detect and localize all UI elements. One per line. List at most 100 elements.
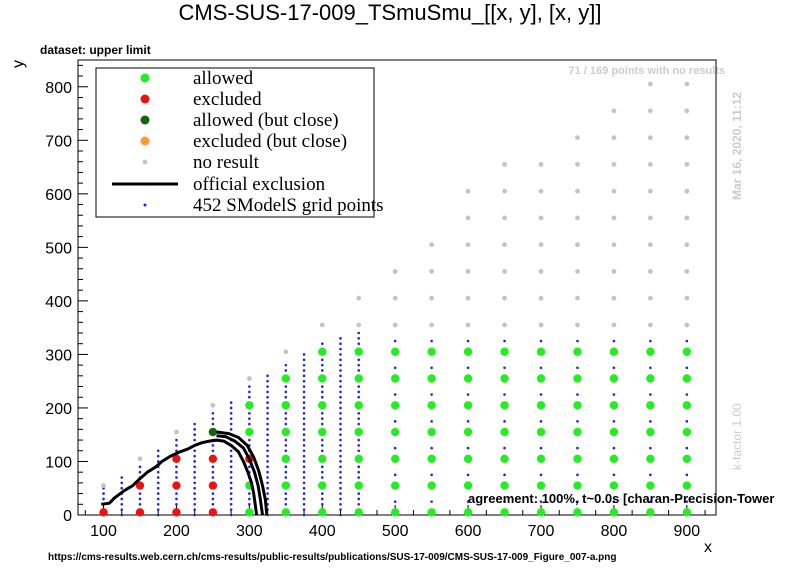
grid-point bbox=[685, 339, 689, 343]
grid-point bbox=[430, 473, 433, 477]
grid-point bbox=[193, 470, 196, 474]
grid-point bbox=[266, 390, 269, 394]
allowed-point bbox=[354, 508, 363, 517]
grid-point bbox=[211, 465, 215, 469]
grid-point bbox=[120, 481, 124, 485]
counter-text: 71 / 169 points with no results bbox=[569, 65, 725, 77]
allowed-point bbox=[609, 508, 619, 517]
no-result-point bbox=[429, 269, 435, 274]
grid-point bbox=[339, 449, 342, 453]
grid-point bbox=[339, 428, 342, 431]
agreement-label: agreement: 100%, t~0.0s [charan-Precisio… bbox=[468, 491, 774, 506]
grid-point bbox=[339, 406, 342, 410]
no-result-point bbox=[647, 135, 653, 141]
grid-point bbox=[339, 460, 342, 463]
grid-point bbox=[302, 406, 306, 410]
grid-point bbox=[266, 470, 269, 474]
grid-point bbox=[649, 393, 652, 396]
no-result-point bbox=[575, 188, 580, 194]
no-result-point bbox=[502, 269, 507, 274]
grid-point bbox=[284, 395, 288, 399]
allowed-point bbox=[427, 401, 436, 410]
grid-point bbox=[193, 428, 196, 431]
allowed-point bbox=[463, 427, 473, 437]
allowed-point bbox=[682, 401, 692, 410]
allowed-point bbox=[573, 454, 582, 463]
grid-point bbox=[576, 339, 579, 343]
allowed-point bbox=[281, 401, 291, 410]
grid-point bbox=[320, 465, 324, 469]
grid-point bbox=[211, 449, 215, 453]
allowed-point bbox=[646, 508, 655, 517]
allowed-point bbox=[463, 347, 473, 356]
grid-point bbox=[302, 481, 306, 485]
allowed-point bbox=[318, 454, 327, 463]
grid-point bbox=[229, 492, 233, 495]
no-result-point bbox=[392, 322, 398, 328]
grid-point bbox=[430, 366, 433, 370]
grid-point bbox=[193, 476, 196, 479]
no-result-point bbox=[647, 215, 653, 221]
grid-point bbox=[339, 363, 342, 367]
grid-point bbox=[193, 433, 196, 437]
allowed-point bbox=[318, 374, 327, 383]
legend-label: excluded (but close) bbox=[193, 131, 347, 152]
grid-point bbox=[120, 497, 124, 501]
grid-point bbox=[466, 473, 470, 477]
grid-point bbox=[339, 486, 342, 490]
grid-point bbox=[193, 460, 196, 463]
grid-point bbox=[685, 446, 689, 450]
allowed-point bbox=[536, 508, 546, 517]
allowed-point bbox=[390, 347, 400, 356]
source-url: https://cms-results.web.cern.ch/cms-resu… bbox=[48, 552, 617, 563]
grid-point bbox=[320, 390, 324, 394]
no-result-point bbox=[684, 135, 690, 141]
grid-point bbox=[229, 417, 233, 420]
allowed-point bbox=[427, 481, 436, 490]
no-result-point bbox=[647, 322, 653, 328]
allowed-point bbox=[609, 401, 619, 410]
grid-point bbox=[466, 500, 470, 503]
grid-point bbox=[357, 411, 361, 415]
x-tick-label: 700 bbox=[528, 523, 555, 540]
grid-point bbox=[612, 500, 616, 503]
grid-point bbox=[302, 411, 306, 415]
no-result-point bbox=[465, 215, 471, 221]
grid-point bbox=[685, 500, 689, 503]
grid-point bbox=[284, 492, 288, 495]
grid-point bbox=[120, 508, 124, 511]
no-result-point bbox=[684, 161, 690, 167]
allowed-point bbox=[646, 427, 655, 437]
no-result-point bbox=[429, 242, 435, 248]
grid-point bbox=[266, 411, 269, 415]
allowed-point bbox=[354, 454, 363, 463]
grid-point bbox=[320, 385, 324, 388]
allowed-point bbox=[682, 347, 692, 356]
grid-point bbox=[430, 500, 433, 503]
legend-marker-3 bbox=[140, 136, 150, 146]
grid-point bbox=[320, 438, 324, 442]
no-result-point bbox=[465, 188, 471, 194]
grid-point bbox=[302, 460, 306, 463]
no-result-point bbox=[429, 322, 435, 328]
grid-point bbox=[649, 446, 652, 450]
grid-point bbox=[302, 444, 306, 447]
allowed-point bbox=[536, 401, 546, 410]
grid-point bbox=[576, 393, 579, 396]
no-result-point bbox=[392, 295, 398, 301]
grid-point bbox=[193, 438, 196, 442]
grid-point bbox=[393, 446, 397, 450]
grid-point bbox=[266, 460, 269, 463]
grid-point bbox=[302, 363, 306, 367]
grid-point bbox=[649, 366, 652, 370]
grid-point bbox=[339, 342, 342, 346]
allowed-point bbox=[281, 427, 291, 437]
grid-point bbox=[248, 438, 251, 442]
grid-point bbox=[284, 476, 288, 479]
grid-point bbox=[685, 366, 689, 370]
grid-point bbox=[229, 481, 233, 485]
grid-point bbox=[248, 492, 251, 495]
allowed-point bbox=[682, 508, 692, 517]
excluded-point bbox=[172, 508, 181, 517]
